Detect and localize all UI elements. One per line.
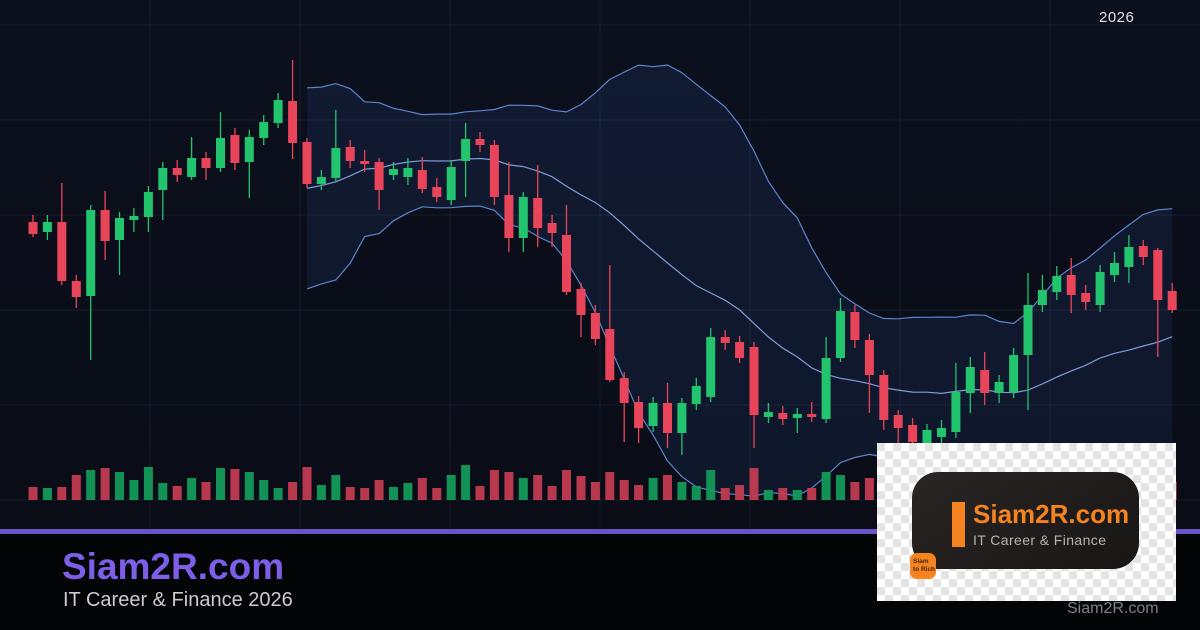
brand-subtitle: IT Career & Finance 2026: [63, 589, 293, 611]
logo-transparency-patch: Siam2R.com IT Career & Finance Siam to R…: [877, 443, 1176, 601]
purple-divider: [0, 529, 1200, 534]
candlestick-chart-canvas: [0, 0, 1200, 534]
candles-layer: [28, 60, 1177, 455]
year-label: 2026: [1099, 9, 1135, 26]
watermark: Siam2R.com: [1067, 600, 1159, 617]
price-chart: 2026: [0, 0, 1200, 534]
logo-accent-bar: [952, 502, 965, 547]
siam-to-rich-badge: Siam to Rich: [910, 553, 936, 579]
brand-title: Siam2R.com: [62, 546, 285, 587]
badge-line1: Siam: [913, 558, 929, 566]
logo-text-block: Siam2R.com IT Career & Finance: [973, 501, 1129, 548]
logo-card-subtitle: IT Career & Finance: [973, 532, 1107, 548]
logo-card: Siam2R.com IT Career & Finance: [912, 472, 1139, 569]
badge-line2: to Rich: [913, 566, 936, 573]
logo-card-title: Siam2R.com: [973, 499, 1130, 529]
